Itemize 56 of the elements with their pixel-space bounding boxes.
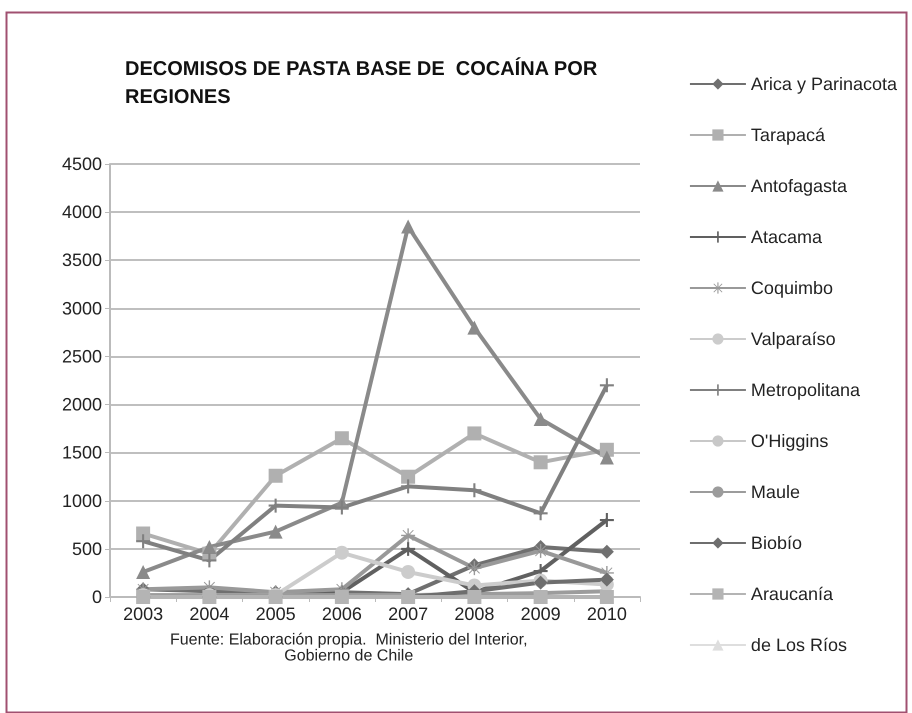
point xyxy=(600,450,614,464)
point xyxy=(334,546,349,560)
legend-label: Metropolitana xyxy=(750,380,861,400)
x-tick-label: 2008 xyxy=(454,604,494,624)
point xyxy=(467,590,482,604)
y-tick-label: 1500 xyxy=(62,442,102,463)
legend-label: Antofagasta xyxy=(750,176,848,196)
point xyxy=(467,426,482,440)
point xyxy=(467,561,482,576)
point xyxy=(467,320,482,335)
point xyxy=(268,468,283,483)
point xyxy=(600,590,614,604)
point xyxy=(401,564,416,579)
x-tick-label: 2010 xyxy=(586,604,627,624)
x-tick-label: 2003 xyxy=(123,604,164,624)
point xyxy=(401,528,416,542)
point xyxy=(268,524,283,539)
y-tick-label: 2000 xyxy=(62,394,102,415)
y-tick-label: 1000 xyxy=(62,490,102,511)
x-tick-label: 2004 xyxy=(189,604,230,624)
point xyxy=(534,506,548,520)
point xyxy=(401,470,416,484)
y-tick-label: 3000 xyxy=(62,298,102,318)
legend-label: O'Higgins xyxy=(750,431,828,451)
legend-label: Coquimbo xyxy=(750,278,833,298)
point xyxy=(334,431,349,446)
point xyxy=(534,544,548,558)
point xyxy=(401,220,416,234)
point xyxy=(202,540,216,554)
legend-label: Biobío xyxy=(750,533,802,553)
legend-label: Araucanía xyxy=(750,584,834,604)
legend-label: Valparaíso xyxy=(750,329,836,349)
legend-label: Tarapacá xyxy=(750,125,826,145)
point xyxy=(600,572,614,587)
chart-title: DECOMISOS DE PASTA BASE DE COCAÍNA POR REGIONES xyxy=(125,57,598,108)
legend-label: Atacama xyxy=(750,227,823,247)
point xyxy=(534,590,548,604)
y-tick-label: 500 xyxy=(72,538,102,559)
y-tick-label: 3500 xyxy=(62,250,102,270)
x-tick-label: 2007 xyxy=(388,604,428,624)
y-tick-label: 4000 xyxy=(62,202,102,222)
x-tick-label: 2005 xyxy=(256,604,296,624)
point xyxy=(136,526,150,540)
point xyxy=(136,564,150,579)
legend-label: Maule xyxy=(750,482,800,502)
point xyxy=(600,544,614,559)
y-tick-label: 4500 xyxy=(62,154,102,174)
point xyxy=(534,455,548,470)
y-tick-label: 2500 xyxy=(62,346,102,366)
point xyxy=(534,412,548,426)
y-tick-label: 0 xyxy=(92,587,102,607)
x-tick-label: 2009 xyxy=(520,604,561,624)
legend-label: Arica y Parinacota xyxy=(750,74,898,94)
source-note: Fuente: Elaboración propia. Ministerio del Interior, Gobierno de Chile xyxy=(170,632,528,664)
legend-label: de Los Ríos xyxy=(750,635,847,655)
x-tick-label: 2006 xyxy=(322,604,362,624)
